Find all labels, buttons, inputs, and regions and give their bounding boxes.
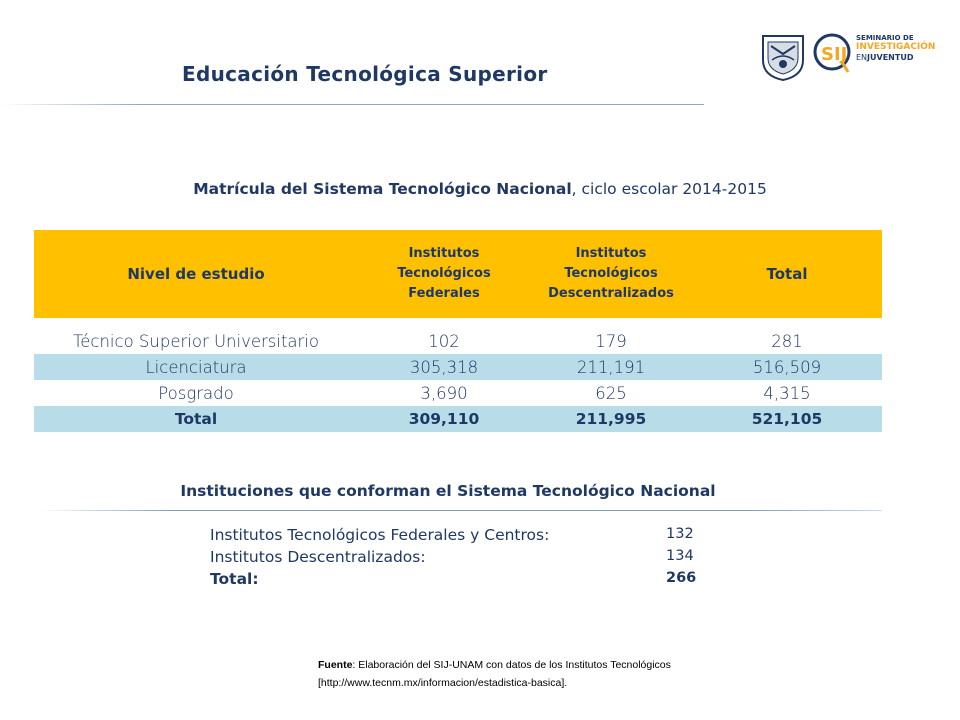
brand-line3: ENJUVENTUD [856, 53, 935, 63]
brand-line1: SEMINARIO DE [856, 34, 914, 42]
cell-descentralizados: 625 [595, 383, 627, 403]
cell-total: 281 [771, 331, 803, 351]
brand-line2: INVESTIGACIÓN [856, 42, 936, 52]
header-federales-line1: Institutos [408, 246, 480, 261]
header-total: Total [692, 230, 882, 318]
instituciones-divider [40, 510, 882, 511]
header-federales: Institutos Tecnológicos Federales [358, 230, 530, 318]
instituciones-list: Institutos Tecnológicos Federales y Cent… [210, 526, 710, 592]
cell-descentralizados: 179 [595, 331, 627, 351]
list-item-total: Total: 266 [210, 570, 710, 592]
brand-line3-bold: JUVENTUD [867, 53, 914, 62]
cell-total-label: Total [34, 406, 358, 432]
brand-line3-prefix: EN [856, 53, 868, 62]
table-header-row: Nivel de estudio Institutos Tecnológicos… [34, 230, 882, 318]
table-title-bold: Matrícula del Sistema Tecnológico Nacion… [193, 180, 572, 198]
instituciones-title: Instituciones que conforman el Sistema T… [180, 482, 716, 500]
title-divider [0, 104, 704, 105]
table-row: Técnico Superior Universitario 102 179 2… [34, 328, 882, 354]
page-title: Educación Tecnológica Superior [182, 62, 548, 86]
brand-text: SEMINARIO DE INVESTIGACIÓN ENJUVENTUD [856, 34, 935, 63]
cell-total-federales: 309,110 [358, 406, 530, 432]
list-item: Institutos Descentralizados: 134 [210, 548, 710, 570]
header-desc-line1: Institutos [575, 246, 647, 261]
cell-nivel: Técnico Superior Universitario [72, 331, 320, 351]
item-value: 132 [666, 526, 694, 542]
cell-total: 516,509 [692, 354, 882, 380]
cell-nivel: Licenciatura [34, 354, 358, 380]
item-label: Institutos Tecnológicos Federales y Cent… [210, 526, 550, 544]
unam-shield-logo [762, 35, 804, 82]
cell-nivel: Posgrado [158, 383, 234, 403]
cell-grand-total: 521,105 [692, 406, 882, 432]
source-text: : Elaboración del SIJ-UNAM con datos de … [352, 659, 671, 671]
cell-descentralizados: 211,191 [530, 354, 692, 380]
item-label: Institutos Descentralizados: [210, 548, 426, 566]
list-item: Institutos Tecnológicos Federales y Cent… [210, 526, 710, 548]
item-value: 134 [666, 548, 694, 564]
matricula-table: Nivel de estudio Institutos Tecnológicos… [34, 230, 882, 432]
cell-federales: 3,690 [420, 383, 468, 403]
total-label: Total: [210, 570, 259, 588]
cell-total: 4,315 [763, 383, 811, 403]
header-descentralizados: Institutos Tecnológicos Descentralizados [530, 230, 692, 318]
cell-total-descentralizados: 211,995 [530, 406, 692, 432]
total-value: 266 [666, 570, 697, 586]
table-row: Posgrado 3,690 625 4,315 [34, 380, 882, 406]
source-label: Fuente [318, 659, 353, 671]
source-url: [http://www.tecnm.mx/informacion/estadis… [318, 677, 568, 689]
header-nivel: Nivel de estudio [34, 230, 358, 318]
sij-logo: SIJ [813, 33, 851, 73]
sij-logo-mark: SIJ [821, 44, 847, 65]
source-note: Fuente: Elaboración del SIJ-UNAM con dat… [318, 656, 778, 692]
table-spacer [34, 318, 882, 328]
header-federales-line2: Tecnológicos [397, 266, 491, 281]
table-title-rest: , ciclo escolar 2014-2015 [571, 180, 767, 198]
header-desc-line2: Tecnológicos [564, 266, 658, 281]
header-federales-line3: Federales [408, 286, 480, 301]
table-total-row: Total 309,110 211,995 521,105 [34, 406, 882, 432]
header-desc-line3: Descentralizados [548, 286, 674, 301]
table-title: Matrícula del Sistema Tecnológico Nacion… [0, 180, 960, 198]
cell-federales: 102 [428, 331, 460, 351]
table-row: Licenciatura 305,318 211,191 516,509 [34, 354, 882, 380]
cell-federales: 305,318 [358, 354, 530, 380]
